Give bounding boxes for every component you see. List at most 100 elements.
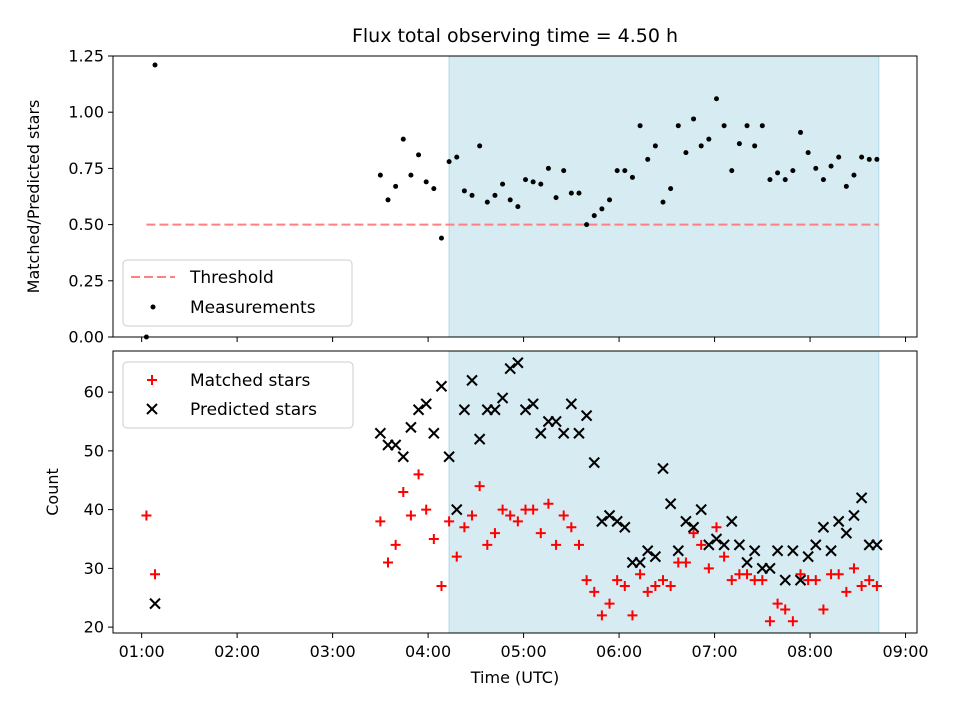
data-point: [603, 509, 616, 522]
data-point: [619, 581, 630, 591]
data-point: [496, 392, 509, 404]
data-point: [764, 616, 775, 627]
data-point: [412, 404, 425, 416]
data-point: [558, 510, 569, 521]
data-point: [489, 404, 501, 416]
data-point: [856, 581, 867, 591]
shaded-observing-window: [448, 55, 880, 338]
x-tick-label: 02:00: [214, 642, 260, 661]
data-point: [573, 539, 584, 550]
legend-top: Threshold Measurements: [122, 259, 353, 327]
data-point: [680, 557, 691, 568]
data-point: [398, 487, 409, 497]
data-point: [446, 159, 452, 165]
data-point: [141, 510, 152, 521]
y-tick-label: 50: [84, 441, 104, 460]
data-point: [828, 163, 834, 169]
data-point: [561, 168, 567, 174]
data-point: [779, 574, 791, 586]
data-point: [576, 190, 582, 196]
data-point: [782, 177, 788, 183]
data-point: [599, 206, 605, 212]
data-point: [866, 156, 872, 162]
data-point: [780, 604, 791, 615]
data-point: [710, 533, 723, 545]
data-point: [591, 213, 597, 219]
series-matched-stars: [141, 469, 882, 627]
data-point: [843, 183, 849, 189]
data-point: [833, 569, 844, 580]
data-point: [565, 398, 578, 410]
data-point: [469, 192, 475, 198]
shaded-observing-window: [448, 350, 880, 634]
axes-frame: [112, 55, 918, 338]
data-point: [553, 195, 559, 201]
data-point: [635, 569, 646, 580]
data-point: [473, 433, 486, 445]
data-point: [152, 62, 158, 68]
x-tick-label: 09:00: [882, 642, 928, 661]
y-tick-label: 0.00: [68, 328, 104, 347]
data-point: [748, 545, 761, 557]
data-point: [614, 168, 620, 174]
data-point: [764, 562, 776, 575]
data-point: [581, 575, 592, 586]
data-point: [423, 179, 429, 185]
axes-frame: [112, 350, 918, 634]
data-point: [500, 181, 506, 187]
data-point: [150, 569, 161, 580]
data-point: [438, 235, 444, 241]
data-point: [775, 170, 781, 176]
data-point: [619, 521, 631, 533]
data-point: [818, 604, 829, 615]
data-point: [385, 197, 391, 203]
data-point: [484, 199, 490, 205]
data-point: [664, 498, 677, 510]
data-point: [767, 177, 773, 183]
legend-measurements-label: Measurements: [190, 298, 316, 318]
data-point: [726, 575, 737, 586]
data-point: [634, 556, 646, 569]
data-point: [444, 516, 455, 527]
data-point: [627, 610, 638, 621]
x-tick-label: 05:00: [501, 642, 547, 661]
data-point: [787, 616, 798, 627]
data-point: [696, 539, 707, 550]
data-point: [687, 521, 700, 533]
data-point: [400, 136, 406, 142]
data-point: [759, 123, 765, 129]
y-tick-label: 0.75: [68, 159, 104, 178]
data-point: [742, 569, 753, 580]
data-point: [649, 550, 662, 563]
top-panel-ratio: 0.00 0.25 0.50 0.75 1.00 1.25 Matched/Predicte…: [24, 25, 918, 347]
data-point: [836, 154, 842, 160]
data-point: [545, 165, 551, 171]
data-point: [771, 545, 784, 557]
legend-threshold-label: Threshold: [189, 268, 274, 288]
data-point: [841, 586, 852, 597]
data-point: [550, 415, 562, 428]
data-point: [416, 152, 422, 158]
data-point: [805, 150, 811, 156]
data-point: [405, 421, 417, 434]
y-tick-label: 30: [84, 559, 104, 578]
data-point: [596, 515, 608, 528]
data-point: [489, 528, 500, 539]
data-point: [504, 362, 516, 375]
data-point: [458, 404, 471, 416]
y-tick-label: 0.25: [68, 271, 104, 290]
data-point: [408, 172, 414, 178]
data-point: [589, 586, 600, 597]
data-point: [580, 409, 593, 422]
data-point: [719, 551, 730, 562]
data-point: [492, 192, 498, 198]
data-point: [435, 380, 448, 392]
x-tick-label: 04:00: [405, 642, 451, 661]
data-point: [535, 528, 546, 539]
data-point: [795, 569, 806, 580]
data-point: [451, 551, 462, 562]
data-point: [825, 545, 837, 557]
data-point: [668, 186, 674, 192]
data-point: [790, 168, 796, 174]
